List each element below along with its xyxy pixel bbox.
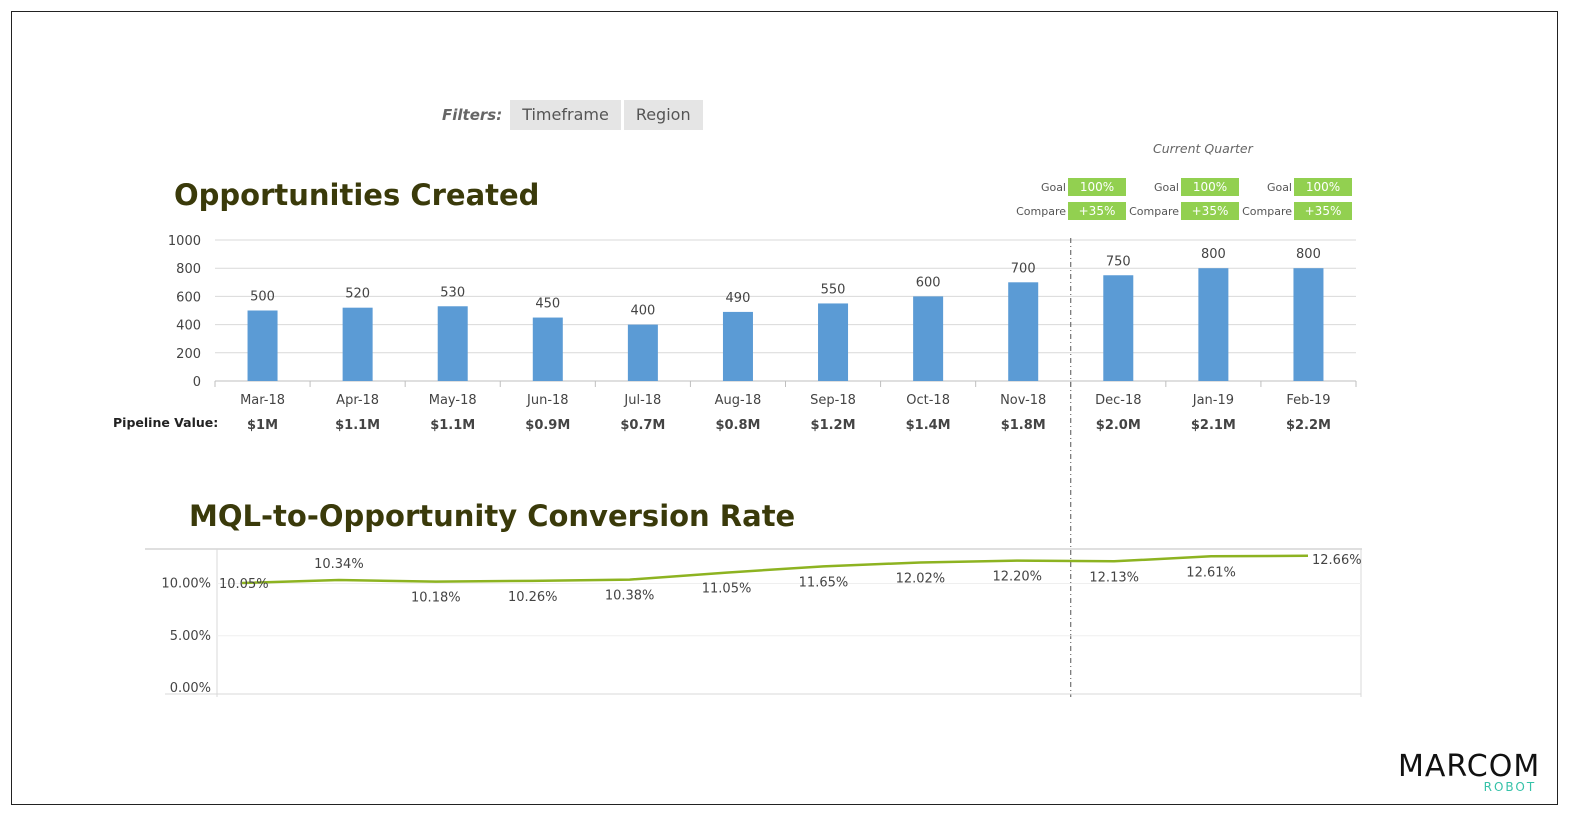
y-tick-label: 0.00% [170, 681, 211, 696]
y-tick-label: 10.00% [161, 577, 211, 592]
logo-main-text: MARCOM [1398, 749, 1541, 784]
line-data-label: 10.05% [219, 577, 269, 592]
bar [342, 307, 373, 381]
bar-data-label: 800 [1296, 247, 1321, 262]
pipeline-value: $2.2M [1286, 418, 1331, 433]
goal-value: 100% [1294, 178, 1352, 196]
bar [1103, 275, 1134, 381]
y-tick-label: 5.00% [170, 629, 211, 644]
bar [532, 317, 563, 381]
bar-data-label: 550 [821, 282, 846, 297]
line-data-label: 12.13% [1089, 570, 1139, 585]
filters-label: Filters: [442, 106, 503, 124]
bar [722, 311, 753, 381]
compare-value: +35% [1294, 202, 1352, 220]
line-data-label: 12.02% [896, 571, 946, 586]
kpi-box: Goal 100% Compare +35% [1000, 178, 1130, 222]
opportunities-chart-title: Opportunities Created [174, 178, 540, 212]
bar [437, 306, 468, 381]
current-quarter-label: Current Quarter [1153, 141, 1253, 156]
conversion-chart-title: MQL-to-Opportunity Conversion Rate [189, 499, 796, 533]
bar [1198, 268, 1229, 381]
goal-label: Goal [1040, 181, 1066, 194]
y-tick-label: 400 [176, 319, 201, 334]
bar [1293, 268, 1324, 381]
x-tick-label: Dec-18 [1095, 393, 1141, 408]
y-tick-label: 800 [176, 262, 201, 277]
bar-data-label: 500 [250, 290, 275, 305]
x-tick-label: Aug-18 [715, 393, 762, 408]
goal-label: Goal [1266, 181, 1292, 194]
goal-value: 100% [1068, 178, 1126, 196]
x-tick-label: Sep-18 [810, 393, 856, 408]
kpi-box: Goal 100% Compare +35% [1113, 178, 1243, 222]
compare-label: Compare [1242, 205, 1292, 218]
x-tick-label: Oct-18 [906, 393, 950, 408]
pipeline-value: $0.9M [525, 418, 570, 433]
bar [627, 324, 658, 381]
pipeline-value: $1.8M [1001, 418, 1046, 433]
filters-bar: Filters: Timeframe Region [442, 100, 706, 130]
x-tick-label: May-18 [429, 393, 477, 408]
bar-data-label: 600 [916, 275, 941, 290]
y-tick-label: 600 [176, 290, 201, 305]
pipeline-value: $1M [247, 418, 278, 433]
goal-label: Goal [1153, 181, 1179, 194]
line-data-label: 11.05% [702, 582, 752, 597]
bar [1008, 282, 1039, 381]
x-tick-label: Jun-18 [526, 393, 569, 408]
timeframe-filter-button[interactable]: Timeframe [510, 100, 621, 130]
region-filter-button[interactable]: Region [623, 100, 703, 130]
y-tick-label: 200 [176, 347, 201, 362]
x-tick-label: Apr-18 [336, 393, 379, 408]
x-tick-label: Mar-18 [240, 393, 285, 408]
bar-data-label: 520 [345, 287, 370, 302]
pipeline-value: $2.1M [1191, 418, 1236, 433]
line-data-label: 12.61% [1186, 565, 1236, 580]
bar [247, 310, 278, 381]
pipeline-value: $2.0M [1096, 418, 1141, 433]
line-data-label: 10.34% [314, 557, 364, 572]
y-tick-label: 0 [193, 375, 201, 390]
bar-data-label: 450 [535, 297, 560, 312]
bar-data-label: 490 [726, 291, 751, 306]
line-data-label: 10.18% [411, 591, 461, 606]
bar [818, 303, 849, 381]
pipeline-value: $0.7M [620, 418, 665, 433]
bar-data-label: 530 [440, 285, 465, 300]
line-data-label: 12.66% [1312, 553, 1362, 568]
line-data-label: 12.20% [992, 570, 1042, 585]
line-data-label: 10.26% [508, 590, 558, 605]
bar-data-label: 400 [630, 304, 655, 319]
x-tick-label: Feb-19 [1286, 393, 1330, 408]
dashboard-frame [11, 11, 1558, 805]
bar-data-label: 750 [1106, 254, 1131, 269]
line-data-label: 11.65% [799, 575, 849, 590]
compare-value: +35% [1068, 202, 1126, 220]
pipeline-value: $1.4M [906, 418, 951, 433]
bar [913, 296, 944, 381]
kpi-box: Goal 100% Compare +35% [1226, 178, 1356, 222]
compare-value: +35% [1181, 202, 1239, 220]
goal-value: 100% [1181, 178, 1239, 196]
bar-data-label: 700 [1011, 261, 1036, 276]
bar-data-label: 800 [1201, 247, 1226, 262]
line-data-label: 10.38% [605, 589, 655, 604]
x-tick-label: Jan-19 [1192, 393, 1234, 408]
pipeline-value-label: Pipeline Value: [113, 415, 219, 430]
x-tick-label: Jul-18 [623, 393, 661, 408]
pipeline-value: $1.1M [430, 418, 475, 433]
compare-label: Compare [1016, 205, 1066, 218]
y-tick-label: 1000 [168, 234, 201, 249]
x-tick-label: Nov-18 [1000, 393, 1046, 408]
pipeline-value: $1.1M [335, 418, 380, 433]
marcom-robot-logo: MARCOM ROBOT [1398, 749, 1541, 794]
logo-sub-text: ROBOT [1483, 780, 1537, 794]
conversion-rate-line [241, 554, 1309, 585]
pipeline-value: $1.2M [811, 418, 856, 433]
compare-label: Compare [1129, 205, 1179, 218]
pipeline-value: $0.8M [715, 418, 760, 433]
